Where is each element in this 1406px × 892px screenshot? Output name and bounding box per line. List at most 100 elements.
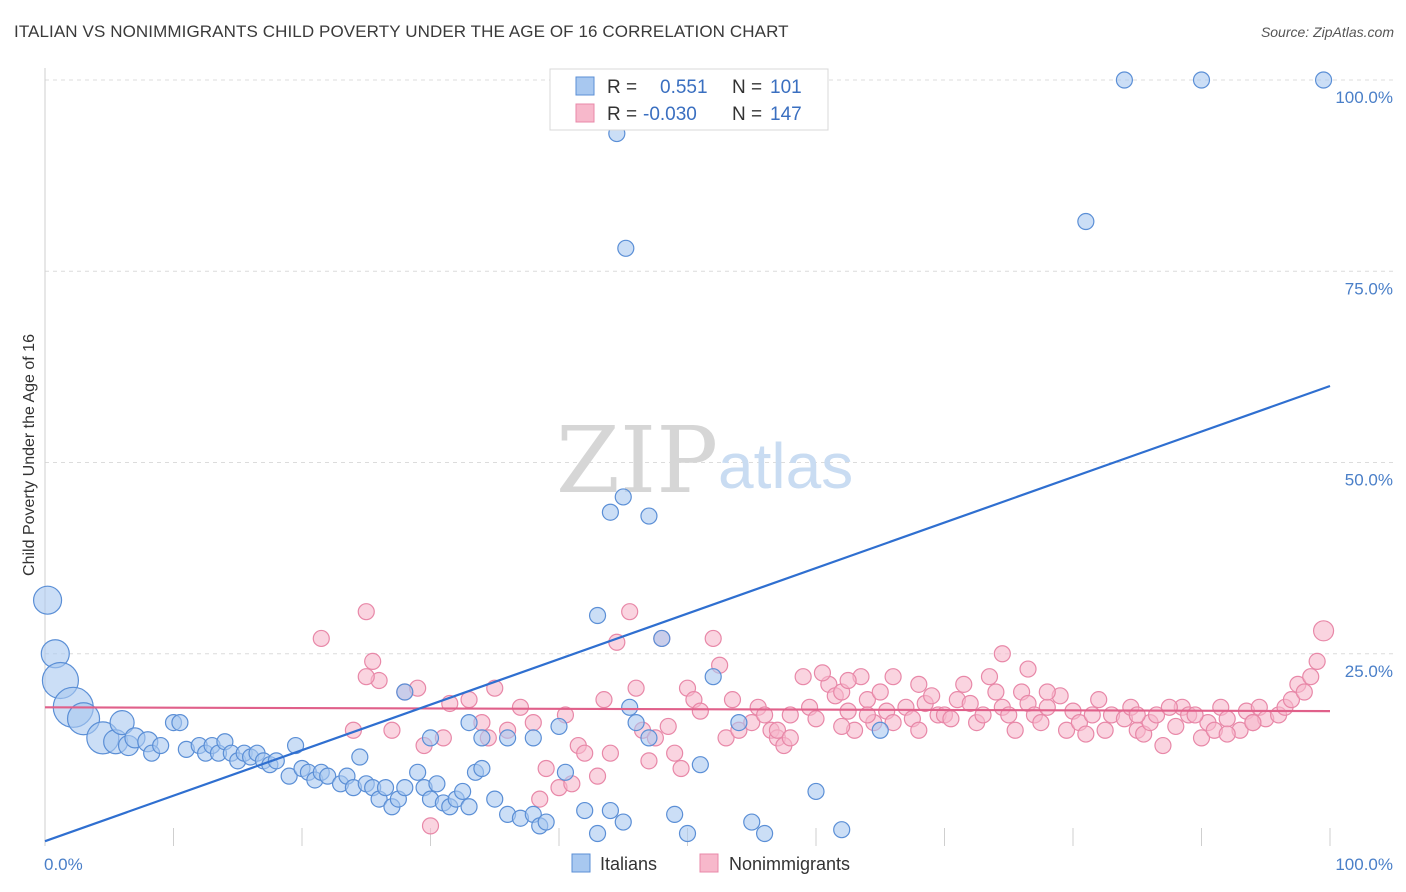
nonimmigrants-point-126 <box>1302 668 1320 686</box>
nonimmigrants-point-4 <box>357 668 375 686</box>
nonimmigrants-point-43 <box>704 629 722 648</box>
nonimmigrants-point-55 <box>794 668 812 686</box>
italians-point-86 <box>833 821 851 839</box>
nonimmigrants-point-39 <box>672 759 690 778</box>
nonimmigrants-point-61 <box>839 702 857 720</box>
x-tick-labels: 0.0% 100.0% <box>44 855 1393 874</box>
legend-r-label-1: R = <box>607 77 637 98</box>
italians-point-91 <box>1314 71 1333 89</box>
bottom-swatch-italians <box>571 853 591 873</box>
bottom-legend-italians: Italians <box>600 854 657 874</box>
nonimmigrants-point-0 <box>312 629 330 648</box>
italians-point-69 <box>614 813 632 831</box>
italians-point-63 <box>537 813 555 831</box>
nonimmigrants-point-127 <box>1308 652 1326 671</box>
italians-point-98 <box>627 713 645 732</box>
nonimmigrants-point-37 <box>659 717 677 736</box>
legend-swatch-nonimmigrants <box>575 103 595 123</box>
nonimmigrants-point-90 <box>1032 713 1050 732</box>
nonimmigrants-point-132 <box>884 668 902 686</box>
nonimmigrants-point-140 <box>1128 706 1146 724</box>
italians-point-75 <box>614 488 632 506</box>
y-tick-label-2: 75.0% <box>1345 279 1393 298</box>
italians-trend-line <box>44 384 1331 843</box>
italians-point-81 <box>704 668 722 686</box>
nonimmigrants-point-99 <box>1096 721 1114 739</box>
nonimmigrants-point-26 <box>576 744 594 762</box>
trend-lines <box>44 384 1331 843</box>
italians-point-87 <box>871 721 889 739</box>
italians-point-54 <box>454 782 472 801</box>
nonimmigrants-point-143 <box>1218 725 1236 743</box>
nonimmigrants-point-42 <box>691 702 709 720</box>
nonimmigrants-point-32 <box>627 679 645 697</box>
legend-swatch-italians <box>575 76 595 96</box>
nonimmigrants-point-66 <box>871 683 889 701</box>
nonimmigrants-point-142 <box>1186 706 1204 724</box>
nonimmigrants-point-86 <box>1006 721 1024 739</box>
y-axis-label: Child Poverty Under the Age of 16 <box>21 334 38 576</box>
italians-point-84 <box>755 824 774 843</box>
nonimmigrants-point-130 <box>813 664 832 682</box>
nonimmigrants-point-46 <box>723 691 742 709</box>
nonimmigrants-point-129 <box>993 645 1011 663</box>
nonimmigrants-point-34 <box>640 752 658 770</box>
nonimmigrants-point-18 <box>511 698 530 716</box>
legend-r-value-1: 0.551 <box>660 77 708 98</box>
italians-point-64 <box>550 717 568 736</box>
nonimmigrants-point-144 <box>1244 713 1262 732</box>
italians-point-46 <box>396 779 414 797</box>
nonimmigrants-point-19 <box>524 713 542 732</box>
nonimmigrants-point-107 <box>1154 736 1172 755</box>
italians-point-67 <box>588 824 607 843</box>
legend-n-label-1: N = <box>732 77 762 98</box>
nonimmigrants-point-137 <box>833 717 851 736</box>
nonimmigrants-point-128 <box>1312 620 1335 642</box>
nonimmigrants-point-131 <box>839 671 857 690</box>
italians-point-89 <box>1192 71 1211 89</box>
legend-bottom: Italians Nonimmigrants <box>571 853 850 874</box>
nonimmigrants-point-139 <box>1038 683 1056 701</box>
nonimmigrants-point-79 <box>961 694 979 713</box>
italians-point-12 <box>152 736 170 755</box>
grid <box>45 79 1395 655</box>
y-tick-label-1: 50.0% <box>1345 471 1393 490</box>
nonimmigrants-point-29 <box>601 744 620 762</box>
italians-point-95 <box>499 729 517 747</box>
nonimmigrants-point-91 <box>1038 698 1056 716</box>
italians-point-88 <box>1115 71 1134 89</box>
italians-point-71 <box>653 629 671 648</box>
italians-point-77 <box>621 698 639 716</box>
nonimmigrants-point-68 <box>884 713 902 732</box>
nonimmigrants-point-57 <box>807 710 825 728</box>
nonimmigrants-point-21 <box>537 759 555 778</box>
source-label: Source: ZipAtlas.com <box>1260 24 1394 40</box>
legend-n-value-1: 101 <box>770 77 802 98</box>
nonimmigrants-point-50 <box>755 706 774 724</box>
italians-point-58 <box>486 790 504 808</box>
legend-n-label-2: N = <box>732 104 762 125</box>
italians-point-92 <box>396 683 414 701</box>
nonimmigrants-point-125 <box>1295 683 1313 701</box>
italians-point-96 <box>460 713 478 732</box>
legend-top: R = 0.551 N = 101 R = -0.030 N = 147 <box>549 68 829 131</box>
watermark: ZIP atlas <box>556 407 853 514</box>
nonimmigrants-point-138 <box>858 706 877 724</box>
nonimmigrants-point-38 <box>666 744 684 762</box>
italians-point-70 <box>640 507 658 525</box>
chart-title: ITALIAN VS NONIMMIGRANTS CHILD POVERTY U… <box>14 22 789 41</box>
watermark-atlas: atlas <box>718 430 853 502</box>
italians-point-94 <box>473 729 491 747</box>
italians-point-43 <box>376 779 395 797</box>
nonimmigrants-point-54 <box>781 706 799 724</box>
nonimmigrants-point-28 <box>595 691 613 709</box>
nonimmigrants-point-73 <box>923 687 941 705</box>
nonimmigrants-point-98 <box>1090 691 1108 709</box>
italians-point-14 <box>171 713 189 732</box>
nonimmigrants-point-141 <box>1160 698 1178 716</box>
y-tick-label-0: 25.0% <box>1345 662 1393 681</box>
x-tick-label-1: 100.0% <box>1335 855 1393 874</box>
italians-point-35 <box>319 767 337 785</box>
italians-point-97 <box>524 729 542 747</box>
nonimmigrants-point-83 <box>987 683 1005 701</box>
